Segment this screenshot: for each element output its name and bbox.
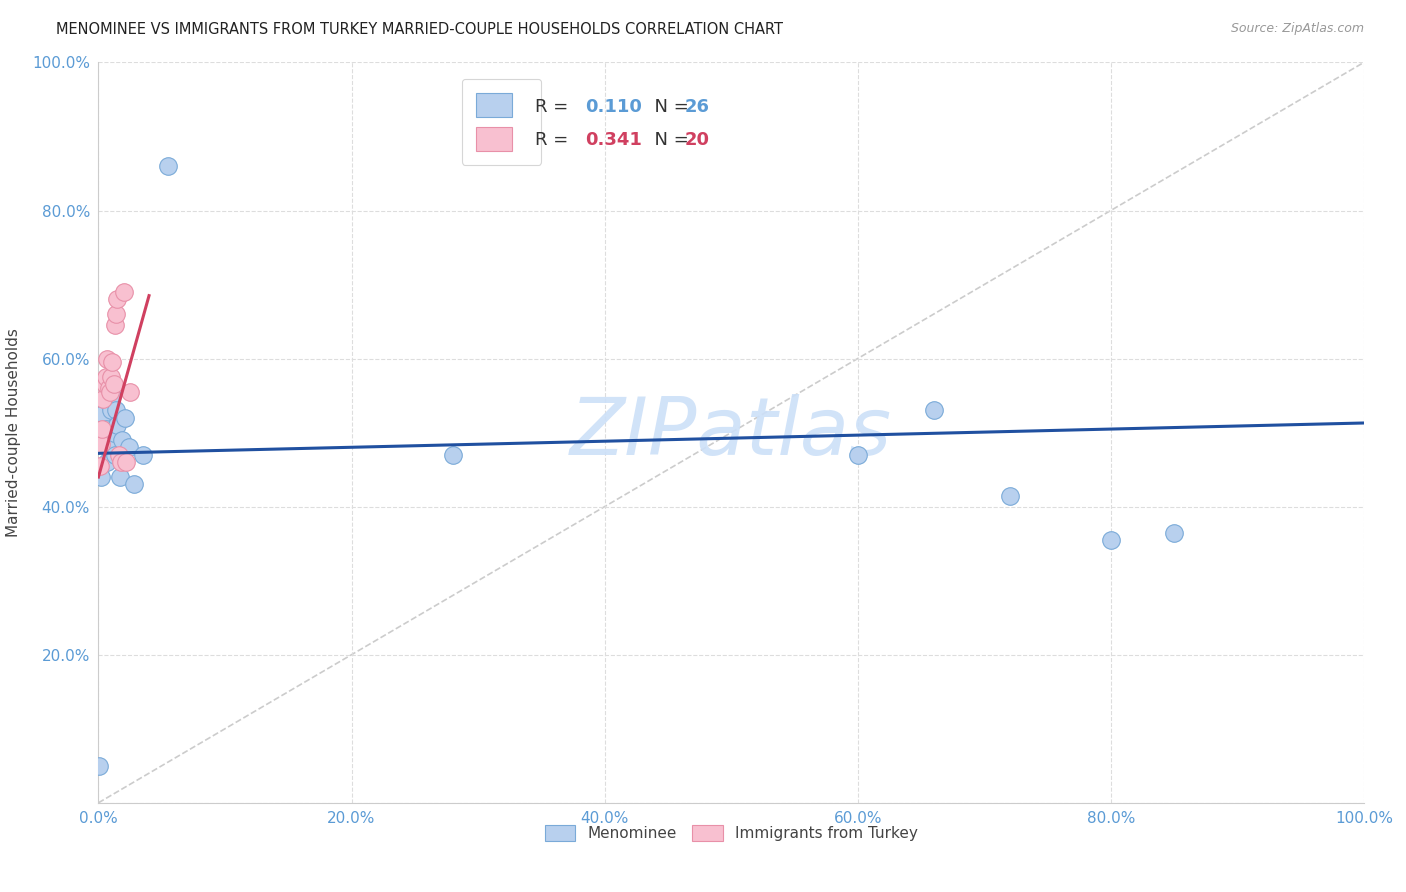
Legend: Menominee, Immigrants from Turkey: Menominee, Immigrants from Turkey bbox=[538, 819, 924, 847]
Point bbox=[441, 448, 464, 462]
Point bbox=[105, 403, 128, 417]
Point bbox=[107, 293, 129, 307]
Text: ZIPatlas: ZIPatlas bbox=[569, 393, 893, 472]
Point bbox=[110, 455, 132, 469]
Text: N =: N = bbox=[643, 98, 695, 116]
Point bbox=[101, 355, 124, 369]
Point bbox=[90, 436, 112, 450]
Point bbox=[1163, 525, 1185, 540]
Point bbox=[91, 422, 114, 436]
Point bbox=[90, 470, 112, 484]
Point bbox=[1099, 533, 1122, 547]
Text: R =: R = bbox=[534, 98, 574, 116]
Text: 26: 26 bbox=[685, 98, 709, 116]
Point bbox=[104, 318, 127, 333]
Point bbox=[98, 441, 121, 455]
Point bbox=[118, 441, 141, 455]
Point bbox=[93, 407, 115, 421]
Point bbox=[96, 351, 118, 366]
Point bbox=[115, 455, 138, 469]
Point bbox=[89, 458, 111, 473]
Point bbox=[157, 159, 180, 173]
Point bbox=[105, 307, 128, 321]
Point bbox=[97, 381, 120, 395]
Point bbox=[132, 448, 155, 462]
Point bbox=[103, 425, 125, 440]
Point bbox=[120, 384, 141, 399]
Text: 0.110: 0.110 bbox=[585, 98, 643, 116]
Point bbox=[998, 489, 1021, 503]
Point bbox=[112, 285, 135, 299]
Point bbox=[94, 422, 117, 436]
Text: Source: ZipAtlas.com: Source: ZipAtlas.com bbox=[1230, 22, 1364, 36]
Point bbox=[107, 418, 129, 433]
Point bbox=[122, 477, 145, 491]
Point bbox=[114, 410, 136, 425]
Point bbox=[94, 370, 117, 384]
Point bbox=[107, 448, 129, 462]
Text: MENOMINEE VS IMMIGRANTS FROM TURKEY MARRIED-COUPLE HOUSEHOLDS CORRELATION CHART: MENOMINEE VS IMMIGRANTS FROM TURKEY MARR… bbox=[56, 22, 783, 37]
Text: 0.341: 0.341 bbox=[585, 131, 643, 149]
Point bbox=[96, 455, 118, 469]
Point bbox=[922, 403, 945, 417]
Point bbox=[93, 392, 115, 407]
Point bbox=[111, 433, 134, 447]
Point bbox=[104, 448, 127, 462]
Point bbox=[97, 396, 120, 410]
Point bbox=[89, 758, 111, 772]
Text: N =: N = bbox=[643, 131, 695, 149]
Point bbox=[108, 470, 131, 484]
Point bbox=[100, 403, 122, 417]
Text: R =: R = bbox=[534, 131, 574, 149]
Point bbox=[101, 388, 124, 402]
Point bbox=[846, 448, 869, 462]
Text: 20: 20 bbox=[685, 131, 709, 149]
Point bbox=[93, 377, 117, 392]
Point bbox=[100, 370, 122, 384]
Y-axis label: Married-couple Households: Married-couple Households bbox=[6, 328, 21, 537]
Point bbox=[103, 377, 125, 392]
Point bbox=[98, 384, 121, 399]
